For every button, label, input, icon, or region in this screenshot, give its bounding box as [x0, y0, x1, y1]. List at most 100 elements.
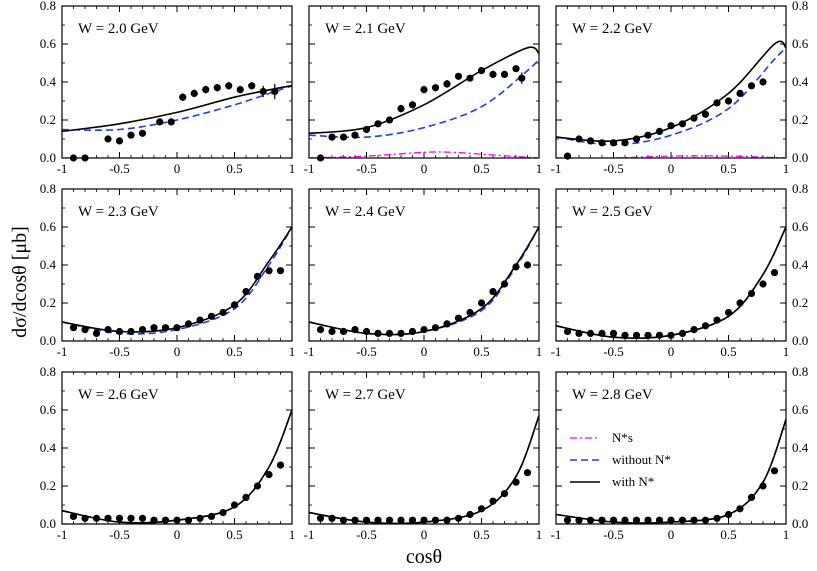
data-point	[678, 516, 687, 524]
y-tick-label: 0.6	[40, 36, 57, 51]
x-tick-label: -0.5	[356, 344, 377, 359]
data-point	[454, 514, 463, 522]
data-point	[701, 322, 710, 330]
data-point	[489, 497, 497, 505]
data-point	[443, 80, 451, 88]
data-point	[575, 135, 583, 143]
x-tick-label: 0.5	[473, 344, 489, 359]
data-point	[190, 89, 198, 97]
data-point	[736, 505, 744, 513]
data-point	[466, 510, 474, 519]
panel-frame	[61, 188, 293, 342]
y-tick-label-right: 0.0	[792, 150, 808, 165]
curve-without-nstar	[309, 415, 539, 524]
y-tick-label-right: 0.0	[792, 333, 808, 348]
data-point	[420, 86, 428, 94]
data-point	[173, 324, 181, 332]
y-tick-label: 0.4	[40, 440, 57, 455]
y-tick-label-right: 0.6	[792, 402, 809, 417]
y-tick-label-right: 0.2	[792, 295, 808, 310]
data-point	[385, 116, 394, 124]
data-point	[167, 118, 175, 126]
data-point	[385, 516, 394, 524]
y-tick-label: 0.2	[40, 112, 56, 127]
curves	[62, 85, 292, 158]
data-point	[397, 329, 405, 337]
data-point	[362, 516, 371, 524]
data-point	[724, 308, 733, 317]
x-tick-label: -1	[304, 161, 315, 176]
y-tick-label-right: 0.4	[792, 440, 809, 455]
data-point	[408, 327, 417, 336]
data-point	[161, 516, 170, 524]
panel-title: W = 2.5 GeV	[572, 204, 653, 220]
data-point	[759, 280, 767, 288]
y-tick-label: 0.6	[40, 219, 57, 234]
y-tick-label: 0.2	[40, 478, 56, 493]
data-point	[127, 514, 135, 522]
data-point	[339, 133, 348, 141]
curves	[62, 409, 292, 524]
data-point	[265, 471, 273, 479]
data-point	[316, 514, 325, 522]
x-tick-label: 0	[421, 527, 428, 542]
data-point	[512, 478, 520, 486]
curves	[556, 419, 786, 524]
x-tick-label: 1	[536, 527, 543, 542]
data-point	[724, 97, 733, 105]
data-point	[225, 82, 233, 90]
y-tick-label: 0.8	[40, 0, 56, 13]
x-tick-label: -1	[304, 527, 315, 542]
data-point	[339, 327, 348, 336]
data-point	[173, 516, 181, 524]
data-point	[420, 516, 428, 524]
data-point	[518, 74, 526, 82]
data-point	[138, 129, 147, 137]
data-point	[127, 131, 135, 139]
curve-nstar	[556, 155, 786, 158]
data-point	[184, 516, 193, 524]
curves	[62, 226, 292, 341]
curve-without-nstar	[62, 85, 292, 131]
data-point	[713, 316, 721, 324]
x-tick-label: 1	[289, 344, 296, 359]
x-tick-label: 0.5	[226, 527, 242, 542]
data-point	[236, 86, 244, 94]
data-point	[598, 139, 606, 147]
x-tick-label: 1	[783, 527, 790, 542]
data-point	[259, 87, 267, 96]
y-tick-label-right: 0.4	[792, 257, 809, 272]
legend-label: without N*	[612, 452, 671, 467]
legend-label: N*s	[612, 430, 633, 445]
data-point	[431, 84, 440, 92]
data-point	[466, 308, 474, 317]
data-point	[104, 135, 112, 143]
data-point	[759, 482, 767, 490]
data-point	[115, 327, 124, 336]
data-point	[179, 93, 187, 101]
data-point	[397, 105, 405, 113]
y-tick-label: 0.8	[40, 181, 56, 196]
x-axis-label: cosθ	[406, 546, 442, 568]
y-tick-label-right: 0.8	[792, 364, 808, 379]
data-point	[644, 516, 652, 524]
data-point	[374, 516, 382, 524]
data-point	[242, 288, 250, 296]
panel-9: -1 -0.5 0 0.5 10.0 0.2 0.4 0.6 0.8 W = 2.8 GeV	[551, 364, 809, 542]
data-point	[655, 331, 664, 339]
data-point	[443, 516, 451, 524]
y-tick-label-right: 0.6	[792, 36, 809, 51]
y-tick-label: 0.0	[40, 516, 56, 531]
data-point	[523, 469, 532, 477]
y-tick-label: 0.8	[40, 364, 56, 379]
curve-with-nstar	[309, 46, 539, 135]
data-point	[92, 329, 101, 337]
data-point	[586, 329, 595, 337]
data-point	[667, 516, 675, 524]
data-point	[150, 516, 158, 524]
data-point	[253, 482, 262, 490]
data-point	[621, 516, 629, 524]
data-point	[81, 514, 89, 522]
data-point	[500, 70, 509, 78]
curve-without-nstar	[309, 58, 539, 139]
